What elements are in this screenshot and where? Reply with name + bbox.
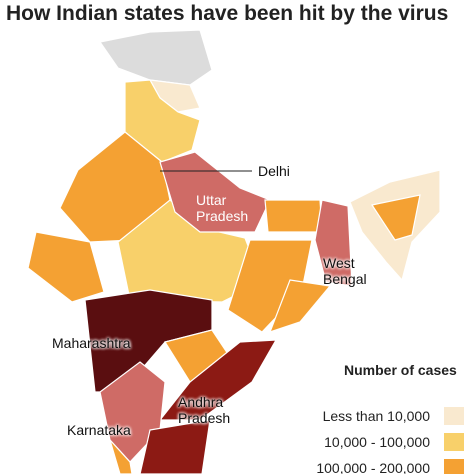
legend-label: 100,000 - 200,000 [316, 460, 430, 474]
legend-swatch [444, 407, 464, 425]
legend-swatch [444, 459, 464, 474]
states [27, 29, 441, 474]
state [264, 199, 323, 233]
legend-title: Number of cases [344, 362, 457, 378]
legend-label: Less than 10,000 [322, 408, 430, 424]
state [109, 439, 133, 474]
state [139, 419, 211, 474]
state-label: Karnataka [67, 422, 131, 438]
state-label: Maharashtra [52, 335, 131, 351]
state-label: Uttar Pradesh [196, 192, 249, 224]
state [159, 151, 271, 233]
state-label: West Bengal [323, 255, 367, 287]
state [371, 194, 421, 241]
state-label: Delhi [258, 163, 290, 179]
title: How Indian states have been hit by the v… [6, 2, 449, 25]
state [27, 231, 105, 303]
legend-label: 10,000 - 100,000 [324, 434, 430, 450]
state-label: Andhra Pradesh [178, 394, 231, 426]
state [268, 279, 332, 333]
state [314, 199, 353, 287]
legend-swatch [444, 433, 464, 451]
state [98, 29, 213, 86]
